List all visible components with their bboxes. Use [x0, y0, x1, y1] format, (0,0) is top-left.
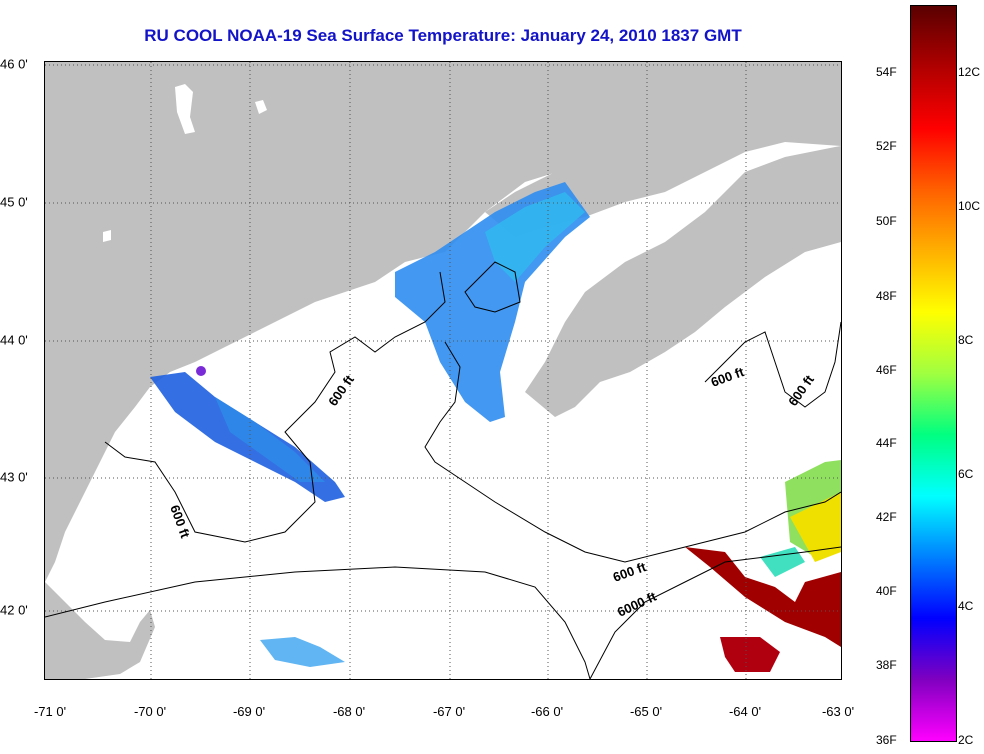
- sst-swaths: [150, 182, 841, 672]
- lon-label: -69 0': [232, 704, 266, 719]
- sst-map[interactable]: 600 ft 600 ft 600 ft 600 ft 600 ft 6000 …: [44, 61, 842, 680]
- lakes: [103, 84, 267, 242]
- map-canvas: 600 ft 600 ft 600 ft 600 ft 600 ft 6000 …: [45, 62, 841, 679]
- colorbar: [910, 5, 957, 742]
- contour-label-600ft-e: 600 ft: [785, 372, 817, 409]
- contour-label-600ft-c: 600 ft: [611, 559, 649, 585]
- colorbar-f-label: 50F: [876, 214, 897, 228]
- lon-label: -65 0': [629, 704, 663, 719]
- bathymetry-contours: [45, 261, 841, 679]
- colorbar-c-label: 6C: [958, 467, 974, 481]
- colorbar-f-label: 40F: [876, 584, 897, 598]
- lat-label: 42 0': [0, 602, 28, 618]
- colorbar-f-label: 48F: [876, 289, 897, 303]
- land-novascotia: [525, 146, 841, 417]
- lon-label: -70 0': [133, 704, 167, 719]
- contour-label-600ft-d: 600 ft: [709, 364, 747, 390]
- lon-label: -64 0': [728, 704, 762, 719]
- lon-label: -66 0': [530, 704, 564, 719]
- colorbar-c-label: 10C: [958, 199, 981, 213]
- colorbar-c-label: 4C: [958, 599, 974, 613]
- colorbar-f-label: 38F: [876, 658, 897, 672]
- contour-label-6000ft: 6000 ft: [615, 588, 659, 619]
- lat-label: 45 0': [0, 194, 28, 210]
- graticule: [45, 62, 841, 679]
- lon-label: -63 0': [821, 704, 855, 719]
- land-capecod: [45, 582, 155, 679]
- colorbar-f-label: 54F: [876, 65, 897, 79]
- chart-title: RU COOL NOAA-19 Sea Surface Temperature:…: [144, 26, 742, 45]
- colorbar-f-label: 44F: [876, 436, 897, 450]
- contour-label-600ft-a: 600 ft: [325, 372, 357, 409]
- lat-label: 46 0': [0, 56, 28, 72]
- lon-label: -68 0': [332, 704, 366, 719]
- colorbar-c-label: 8C: [958, 333, 974, 347]
- lat-label: 43 0': [0, 469, 28, 485]
- land-maine: [45, 62, 841, 582]
- colorbar-f-label: 46F: [876, 363, 897, 377]
- colorbar-c-label: 2C: [958, 733, 974, 747]
- contour-label-600ft-b: 600 ft: [167, 503, 193, 541]
- colorbar-f-label: 36F: [876, 733, 897, 747]
- colorbar-f-label: 42F: [876, 510, 897, 524]
- lon-label: -67 0': [432, 704, 466, 719]
- lon-label: -71 0': [33, 704, 67, 719]
- colorbar-c-label: 12C: [958, 65, 981, 79]
- lat-label: 44 0': [0, 332, 28, 348]
- colorbar-f-label: 52F: [876, 139, 897, 153]
